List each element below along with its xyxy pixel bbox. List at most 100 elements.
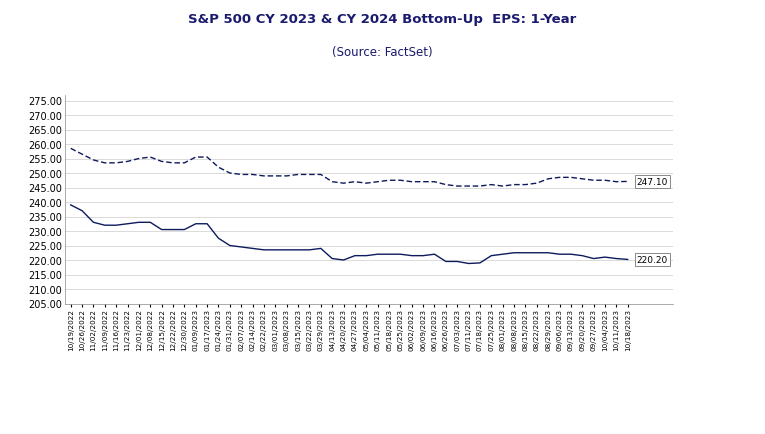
Text: (Source: FactSet): (Source: FactSet) [332, 46, 433, 59]
CY 2024 Bottom-Up EPS [112, 161, 121, 166]
CY 2023 Bottom-Up EPS [362, 253, 371, 259]
CY 2023 Bottom-Up EPS [123, 222, 132, 227]
CY 2024 Bottom-Up EPS [441, 183, 451, 188]
CY 2023 Bottom-Up EPS [475, 261, 484, 266]
CY 2023 Bottom-Up EPS [225, 243, 234, 249]
CY 2024 Bottom-Up EPS [407, 180, 416, 185]
CY 2024 Bottom-Up EPS [612, 180, 621, 185]
CY 2023 Bottom-Up EPS [350, 253, 360, 259]
CY 2023 Bottom-Up EPS [544, 250, 553, 256]
CY 2023 Bottom-Up EPS [191, 222, 200, 227]
CY 2024 Bottom-Up EPS [487, 183, 496, 188]
CY 2024 Bottom-Up EPS [453, 184, 462, 189]
CY 2024 Bottom-Up EPS [225, 171, 234, 176]
CY 2024 Bottom-Up EPS [316, 172, 325, 178]
CY 2024 Bottom-Up EPS [521, 183, 530, 188]
CY 2024 Bottom-Up EPS [623, 179, 633, 184]
CY 2024 Bottom-Up EPS [418, 180, 428, 185]
CY 2023 Bottom-Up EPS [168, 227, 177, 233]
CY 2023 Bottom-Up EPS [89, 220, 98, 225]
CY 2024 Bottom-Up EPS [135, 157, 144, 162]
CY 2024 Bottom-Up EPS [327, 180, 337, 185]
CY 2023 Bottom-Up EPS [282, 248, 291, 253]
CY 2023 Bottom-Up EPS [180, 227, 189, 233]
CY 2024 Bottom-Up EPS [203, 155, 212, 160]
CY 2024 Bottom-Up EPS [601, 178, 610, 184]
CY 2024 Bottom-Up EPS [544, 177, 553, 182]
CY 2023 Bottom-Up EPS [203, 222, 212, 227]
CY 2023 Bottom-Up EPS [157, 227, 166, 233]
CY 2024 Bottom-Up EPS [555, 175, 564, 181]
CY 2024 Bottom-Up EPS [180, 161, 189, 166]
CY 2023 Bottom-Up EPS [532, 250, 542, 256]
CY 2024 Bottom-Up EPS [100, 161, 109, 166]
CY 2024 Bottom-Up EPS [214, 165, 223, 171]
CY 2024 Bottom-Up EPS [566, 175, 575, 181]
CY 2023 Bottom-Up EPS [396, 252, 405, 257]
CY 2024 Bottom-Up EPS [385, 178, 394, 184]
CY 2023 Bottom-Up EPS [578, 253, 587, 259]
CY 2024 Bottom-Up EPS [168, 161, 177, 166]
Text: S&P 500 CY 2023 & CY 2024 Bottom-Up  EPS: 1-Year: S&P 500 CY 2023 & CY 2024 Bottom-Up EPS:… [188, 13, 577, 26]
CY 2024 Bottom-Up EPS [89, 158, 98, 163]
CY 2023 Bottom-Up EPS [453, 259, 462, 264]
CY 2024 Bottom-Up EPS [77, 152, 86, 158]
CY 2023 Bottom-Up EPS [498, 252, 507, 257]
CY 2024 Bottom-Up EPS [532, 181, 542, 186]
CY 2024 Bottom-Up EPS [396, 178, 405, 184]
CY 2023 Bottom-Up EPS [304, 248, 314, 253]
CY 2024 Bottom-Up EPS [373, 180, 382, 185]
CY 2024 Bottom-Up EPS [578, 177, 587, 182]
CY 2023 Bottom-Up EPS [612, 256, 621, 262]
CY 2023 Bottom-Up EPS [327, 256, 337, 262]
CY 2024 Bottom-Up EPS [464, 184, 474, 189]
CY 2024 Bottom-Up EPS [294, 172, 303, 178]
CY 2023 Bottom-Up EPS [248, 246, 257, 251]
CY 2023 Bottom-Up EPS [441, 259, 451, 264]
CY 2023 Bottom-Up EPS [555, 252, 564, 257]
CY 2024 Bottom-Up EPS [282, 174, 291, 179]
Text: 220.20: 220.20 [636, 255, 668, 264]
CY 2023 Bottom-Up EPS [135, 220, 144, 225]
CY 2024 Bottom-Up EPS [304, 172, 314, 178]
Text: 247.10: 247.10 [636, 178, 668, 187]
CY 2024 Bottom-Up EPS [589, 178, 598, 184]
CY 2023 Bottom-Up EPS [145, 220, 155, 225]
Line: CY 2024 Bottom-Up EPS: CY 2024 Bottom-Up EPS [70, 149, 628, 187]
CY 2024 Bottom-Up EPS [509, 183, 519, 188]
CY 2023 Bottom-Up EPS [66, 203, 75, 208]
CY 2023 Bottom-Up EPS [464, 261, 474, 266]
CY 2024 Bottom-Up EPS [157, 159, 166, 164]
CY 2024 Bottom-Up EPS [145, 155, 155, 160]
CY 2023 Bottom-Up EPS [236, 245, 246, 250]
CY 2024 Bottom-Up EPS [475, 184, 484, 189]
CY 2023 Bottom-Up EPS [509, 250, 519, 256]
CY 2023 Bottom-Up EPS [623, 257, 633, 263]
Line: CY 2023 Bottom-Up EPS: CY 2023 Bottom-Up EPS [70, 205, 628, 264]
CY 2023 Bottom-Up EPS [385, 252, 394, 257]
CY 2024 Bottom-Up EPS [248, 172, 257, 178]
CY 2024 Bottom-Up EPS [362, 181, 371, 186]
CY 2024 Bottom-Up EPS [191, 155, 200, 160]
CY 2024 Bottom-Up EPS [271, 174, 280, 179]
CY 2024 Bottom-Up EPS [66, 146, 75, 151]
CY 2023 Bottom-Up EPS [430, 252, 439, 257]
CY 2023 Bottom-Up EPS [112, 223, 121, 228]
CY 2024 Bottom-Up EPS [430, 180, 439, 185]
CY 2023 Bottom-Up EPS [259, 248, 269, 253]
CY 2024 Bottom-Up EPS [236, 172, 246, 178]
CY 2023 Bottom-Up EPS [407, 253, 416, 259]
CY 2024 Bottom-Up EPS [259, 174, 269, 179]
CY 2023 Bottom-Up EPS [521, 250, 530, 256]
CY 2023 Bottom-Up EPS [339, 258, 348, 263]
CY 2023 Bottom-Up EPS [316, 246, 325, 251]
CY 2024 Bottom-Up EPS [123, 159, 132, 164]
CY 2023 Bottom-Up EPS [566, 252, 575, 257]
CY 2023 Bottom-Up EPS [100, 223, 109, 228]
CY 2024 Bottom-Up EPS [498, 184, 507, 189]
CY 2024 Bottom-Up EPS [350, 180, 360, 185]
CY 2023 Bottom-Up EPS [271, 248, 280, 253]
CY 2023 Bottom-Up EPS [487, 253, 496, 259]
CY 2023 Bottom-Up EPS [294, 248, 303, 253]
CY 2023 Bottom-Up EPS [418, 253, 428, 259]
